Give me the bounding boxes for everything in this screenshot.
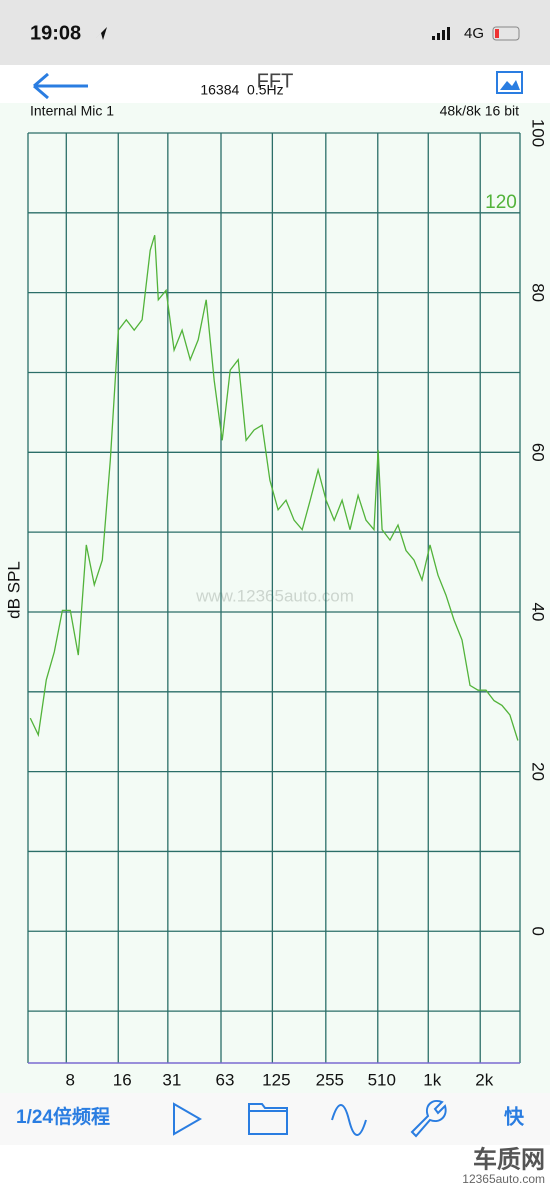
- y-axis-label: dB SPL: [4, 561, 23, 619]
- wave-button[interactable]: [331, 1104, 367, 1136]
- y-tick-label: 100: [529, 119, 548, 147]
- clock: 19:08: [30, 22, 81, 44]
- logo-url: 12365auto.com: [462, 1172, 545, 1186]
- y-tick-label: 0: [529, 927, 548, 936]
- logo-name: 车质网: [473, 1145, 545, 1173]
- x-tick-label: 510: [368, 1070, 396, 1089]
- status-bar: [0, 0, 550, 65]
- resolution-button[interactable]: 1/24倍频程: [16, 1105, 110, 1128]
- x-tick-label: 31: [162, 1070, 181, 1089]
- input-label: Internal Mic 1: [30, 103, 114, 119]
- x-tick-label: 63: [216, 1070, 235, 1089]
- format-label: 48k/8k 16 bit: [440, 103, 519, 119]
- annotation: 120: [485, 192, 517, 213]
- spectrum-line: [29, 235, 519, 741]
- fft-info: 16384 0.5Hz: [200, 82, 283, 98]
- title: FFT: [257, 70, 294, 92]
- network: 4G: [464, 25, 484, 42]
- plot-background: [0, 103, 550, 1093]
- y-tick-label: 20: [529, 762, 548, 781]
- plot: 100 80 60 40 20 0 8 16 31 63 125 255 510 1k 2k: [28, 119, 548, 1089]
- toolbar: [0, 65, 550, 103]
- x-tick-label: 8: [66, 1070, 75, 1089]
- y-tick-label: 40: [529, 603, 548, 622]
- bottom-bar: [0, 1093, 550, 1145]
- signal-icon: [432, 27, 450, 40]
- x-tick-label: 125: [262, 1070, 290, 1089]
- folder-button[interactable]: [248, 1103, 288, 1135]
- x-tick-label: 2k: [475, 1070, 493, 1089]
- x-tick-label: 1k: [423, 1070, 441, 1089]
- x-tick-label: 16: [113, 1070, 132, 1089]
- play-button[interactable]: [173, 1102, 203, 1136]
- speed-button[interactable]: 快: [504, 1104, 525, 1128]
- watermark: www.12365auto.com: [195, 586, 354, 605]
- back-button[interactable]: [33, 72, 88, 100]
- y-tick-label: 60: [529, 443, 548, 462]
- x-tick-label: 255: [316, 1070, 344, 1089]
- y-tick-label: 80: [529, 283, 548, 302]
- battery-level: [495, 29, 499, 38]
- settings-button[interactable]: [410, 1100, 447, 1138]
- battery: [492, 26, 520, 41]
- location-icon: [96, 27, 107, 40]
- image-button[interactable]: [496, 71, 523, 94]
